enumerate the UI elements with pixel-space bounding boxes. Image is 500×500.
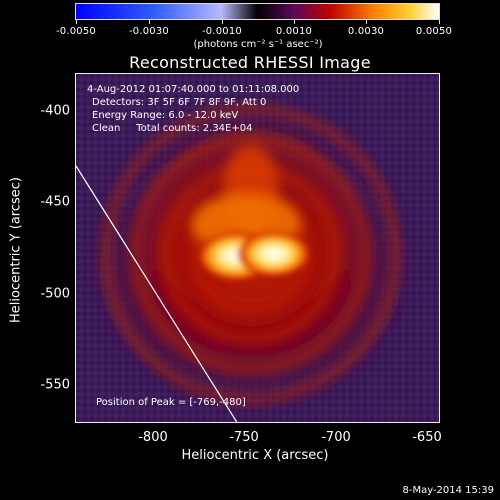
y-tick-label: -450	[40, 194, 70, 210]
colorbar-tick-label: 0.0030	[347, 26, 385, 37]
colorbar-units: (photons cm⁻² s⁻¹ asec⁻²)	[193, 39, 323, 50]
colorbar-tickmark	[76, 20, 77, 24]
colorbar-gradient	[76, 4, 439, 19]
image-title: Reconstructed RHESSI Image	[129, 53, 371, 72]
colorbar-tickmark	[149, 20, 150, 24]
render-timestamp: 8-May-2014 15:39	[402, 485, 494, 496]
colorbar-tick-label: -0.0050	[56, 26, 96, 37]
flare-core	[196, 230, 312, 282]
x-tick-label: -700	[321, 430, 351, 445]
colorbar-tickmark	[222, 20, 223, 24]
y-tick-label: -500	[40, 286, 70, 302]
colorbar-tick-label: 0.0050	[415, 26, 453, 37]
solar-limb-line	[76, 165, 238, 422]
colorbar-tickmark	[439, 20, 440, 24]
rhessi-image-panel	[75, 73, 440, 423]
peak-position: Position of Peak = [-769,-480]	[96, 397, 246, 408]
x-tick-label: -650	[412, 430, 442, 445]
observation-time: 4-Aug-2012 01:07:40.000 to 01:11:08.000	[87, 84, 300, 95]
y-tick-label: -550	[40, 377, 70, 393]
colorbar-tick-label: -0.0030	[129, 26, 169, 37]
detectors-info: Detectors: 3F 5F 6F 7F 8F 9F, Att 0	[92, 97, 267, 108]
clean-counts-info: Clean Total counts: 2.34E+04	[92, 123, 253, 134]
colorbar-tickmark	[294, 20, 295, 24]
y-axis-label: Heliocentric Y (arcsec)	[8, 177, 24, 323]
y-tick-label: -400	[40, 103, 70, 119]
rhessi-image	[76, 74, 439, 422]
colorbar	[75, 3, 440, 20]
colorbar-tick-label: -0.0010	[202, 26, 242, 37]
energy-range-info: Energy Range: 6.0 - 12.0 keV	[92, 110, 239, 121]
x-tick-label: -750	[229, 430, 259, 445]
x-axis-label: Heliocentric X (arcsec)	[181, 448, 329, 463]
colorbar-tickmark	[366, 20, 367, 24]
x-tick-label: -800	[138, 430, 168, 445]
colorbar-tick-label: 0.0010	[275, 26, 313, 37]
